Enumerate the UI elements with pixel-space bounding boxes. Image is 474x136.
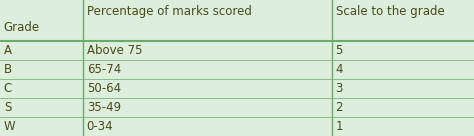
Text: 4: 4 bbox=[336, 63, 343, 76]
Bar bbox=[0, 98, 83, 117]
Bar bbox=[332, 0, 474, 41]
Bar bbox=[0, 79, 83, 98]
Text: S: S bbox=[4, 101, 11, 114]
Bar bbox=[0, 117, 83, 136]
Text: A: A bbox=[4, 44, 12, 57]
Bar bbox=[83, 41, 332, 60]
Text: 35-49: 35-49 bbox=[87, 101, 121, 114]
Text: Grade: Grade bbox=[4, 21, 40, 34]
Bar bbox=[0, 41, 83, 60]
Text: 2: 2 bbox=[336, 101, 343, 114]
Bar bbox=[0, 0, 83, 41]
Text: 3: 3 bbox=[336, 82, 343, 95]
Bar bbox=[83, 0, 332, 41]
Bar bbox=[332, 41, 474, 60]
Bar bbox=[83, 98, 332, 117]
Bar bbox=[332, 98, 474, 117]
Text: 1: 1 bbox=[336, 120, 343, 133]
Bar bbox=[83, 79, 332, 98]
Text: Above 75: Above 75 bbox=[87, 44, 142, 57]
Text: Percentage of marks scored: Percentage of marks scored bbox=[87, 5, 252, 18]
Bar bbox=[0, 60, 83, 79]
Text: 0-34: 0-34 bbox=[87, 120, 113, 133]
Bar bbox=[83, 60, 332, 79]
Bar bbox=[332, 79, 474, 98]
Bar bbox=[332, 60, 474, 79]
Text: Scale to the grade: Scale to the grade bbox=[336, 5, 444, 18]
Text: 5: 5 bbox=[336, 44, 343, 57]
Text: C: C bbox=[4, 82, 12, 95]
Bar bbox=[332, 117, 474, 136]
Text: 65-74: 65-74 bbox=[87, 63, 121, 76]
Text: B: B bbox=[4, 63, 12, 76]
Text: 50-64: 50-64 bbox=[87, 82, 121, 95]
Bar bbox=[83, 117, 332, 136]
Text: W: W bbox=[4, 120, 16, 133]
